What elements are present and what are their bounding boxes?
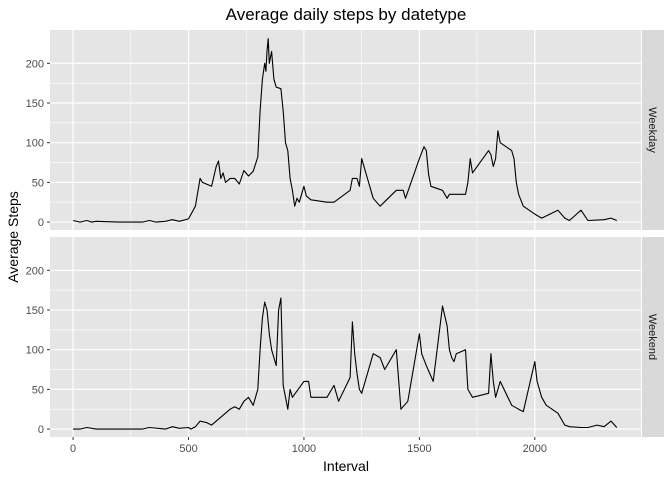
x-tick-label: 1500 bbox=[407, 443, 431, 455]
y-tick-label: 50 bbox=[32, 177, 44, 189]
y-axis-title: Average Steps bbox=[5, 191, 21, 283]
x-axis-title: Interval bbox=[323, 458, 369, 474]
y-tick-label: 200 bbox=[26, 58, 44, 70]
y-tick-label: 200 bbox=[26, 265, 44, 277]
y-tick-label: 0 bbox=[38, 217, 44, 229]
y-tick-label: 50 bbox=[32, 384, 44, 396]
facet-panels: 0 50 100 150 200 Weekday 0 50 100 150 200 Weekend 0 5… bbox=[26, 30, 664, 455]
y-tick-label: 150 bbox=[26, 98, 44, 110]
chart-title: Average daily steps by datetype bbox=[226, 5, 467, 24]
panel-weekend: 0 50 100 150 200 Weekend bbox=[26, 237, 664, 437]
x-tick-label: 2000 bbox=[523, 443, 547, 455]
x-tick-label: 0 bbox=[70, 443, 76, 455]
y-tick-label: 100 bbox=[26, 138, 44, 150]
y-tick-label: 150 bbox=[26, 305, 44, 317]
panel-background bbox=[50, 237, 641, 437]
facet-strip bbox=[642, 237, 664, 437]
y-tick-label: 100 bbox=[26, 345, 44, 357]
x-tick-label: 1000 bbox=[292, 443, 316, 455]
series-line-weekend bbox=[73, 297, 618, 430]
x-tick-label: 500 bbox=[179, 443, 197, 455]
panel-weekday: 0 50 100 150 200 Weekday bbox=[26, 30, 664, 230]
y-tick-label: 0 bbox=[38, 424, 44, 436]
series-line-weekday bbox=[72, 38, 618, 223]
panel-background bbox=[50, 30, 641, 230]
facet-strip-label: Weekend bbox=[646, 314, 658, 360]
facet-strip-label: Weekday bbox=[646, 107, 658, 153]
facet-strip bbox=[642, 30, 664, 230]
